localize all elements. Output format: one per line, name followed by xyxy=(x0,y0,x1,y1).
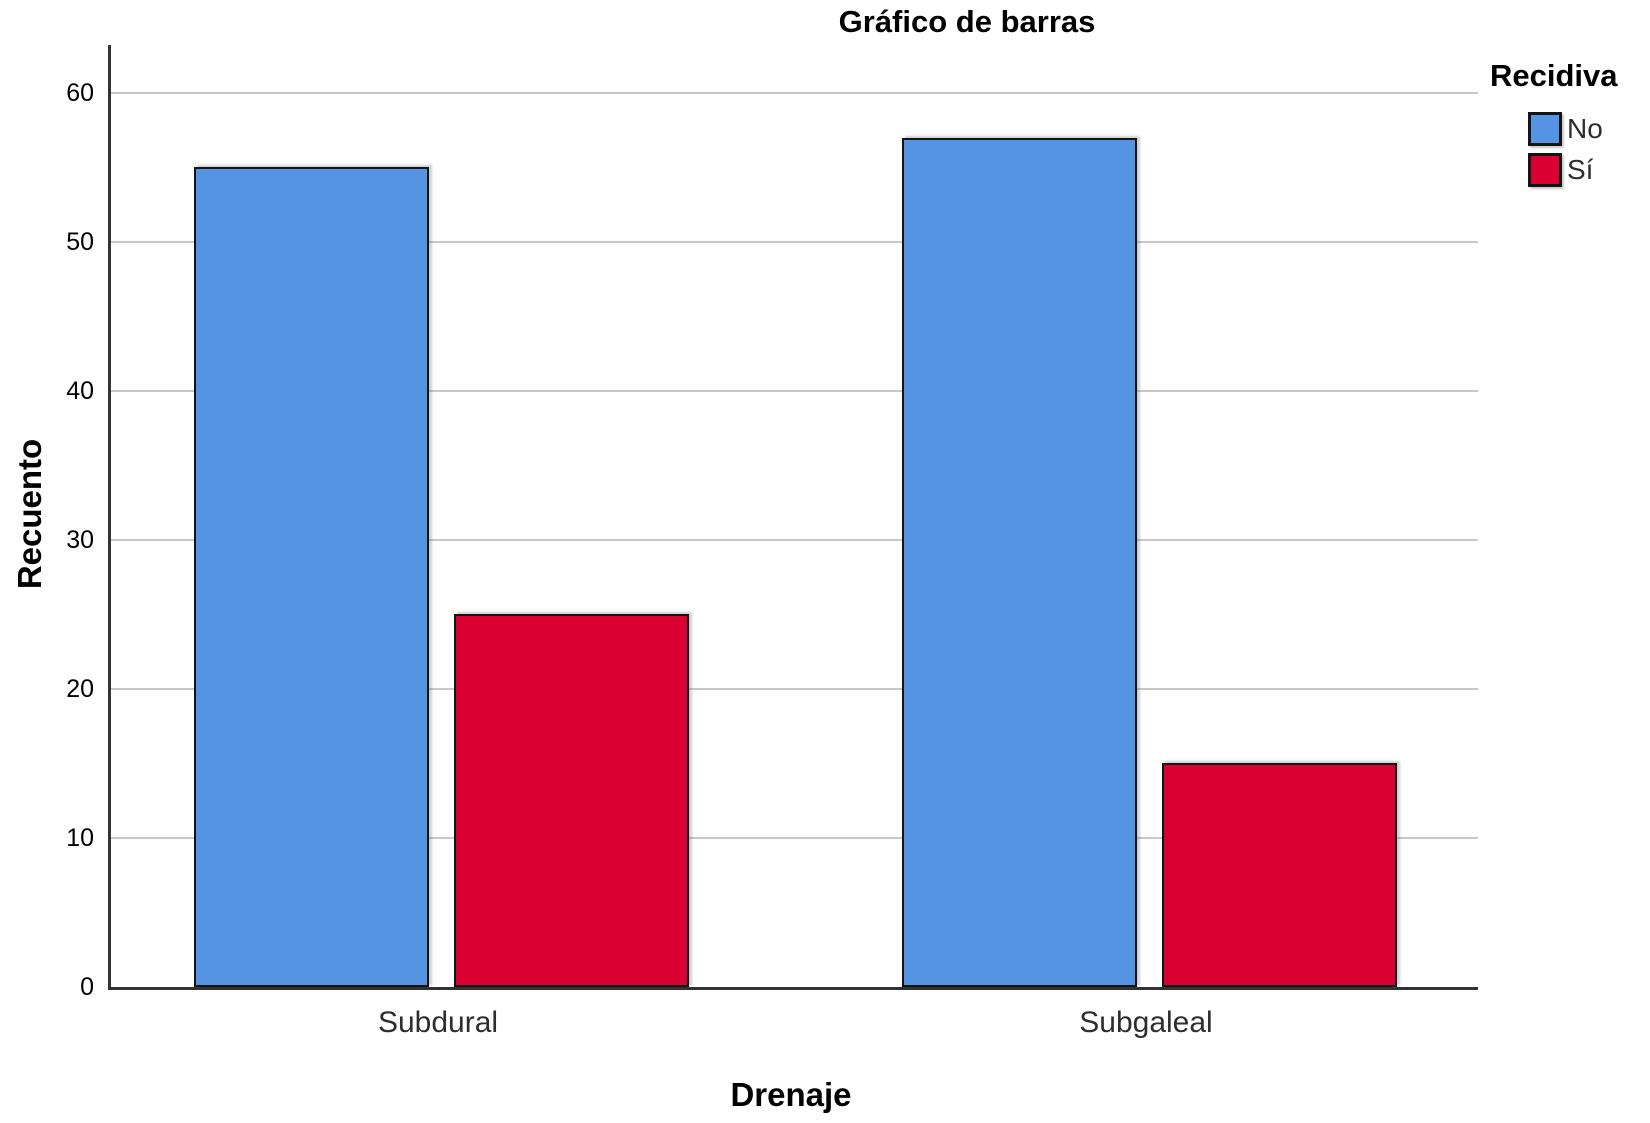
legend-title: Recidiva xyxy=(1490,58,1618,93)
bar-subdural-no xyxy=(193,167,429,987)
y-axis-title: Recuento xyxy=(11,438,48,590)
y-tick-label-50: 50 xyxy=(66,228,94,256)
plot-area xyxy=(108,45,1478,990)
gridline-20 xyxy=(111,688,1478,690)
y-tick-label-60: 60 xyxy=(66,79,94,107)
x-axis-title: Drenaje xyxy=(730,1076,852,1113)
y-tick-label-0: 0 xyxy=(80,973,94,1001)
y-tick-label-40: 40 xyxy=(66,377,94,405)
gridline-40 xyxy=(111,390,1478,392)
bar-subgaleal-no xyxy=(901,138,1137,987)
gridline-10 xyxy=(111,837,1478,839)
gridline-50 xyxy=(111,241,1478,243)
legend-item-si: Sí xyxy=(1528,153,1618,187)
legend-label-si: Sí xyxy=(1567,154,1594,185)
chart-title: Gráfico de barras xyxy=(838,4,1096,39)
legend-swatch-si xyxy=(1528,153,1562,187)
bar-subgaleal-si xyxy=(1161,763,1397,987)
y-tick-label-30: 30 xyxy=(66,526,94,554)
x-category-label-subgaleal: Subgaleal xyxy=(1079,1006,1213,1039)
legend: Recidiva No Sí xyxy=(1490,58,1618,194)
legend-item-no: No xyxy=(1528,112,1618,146)
y-tick-label-10: 10 xyxy=(66,824,94,852)
legend-swatch-no xyxy=(1528,112,1562,146)
legend-items: No Sí xyxy=(1528,112,1618,187)
legend-label-no: No xyxy=(1567,113,1603,144)
bar-subdural-si xyxy=(453,614,689,987)
gridline-60 xyxy=(111,92,1478,94)
x-category-label-subdural: Subdural xyxy=(377,1006,499,1039)
y-tick-label-20: 20 xyxy=(66,675,94,703)
gridline-30 xyxy=(111,539,1478,541)
